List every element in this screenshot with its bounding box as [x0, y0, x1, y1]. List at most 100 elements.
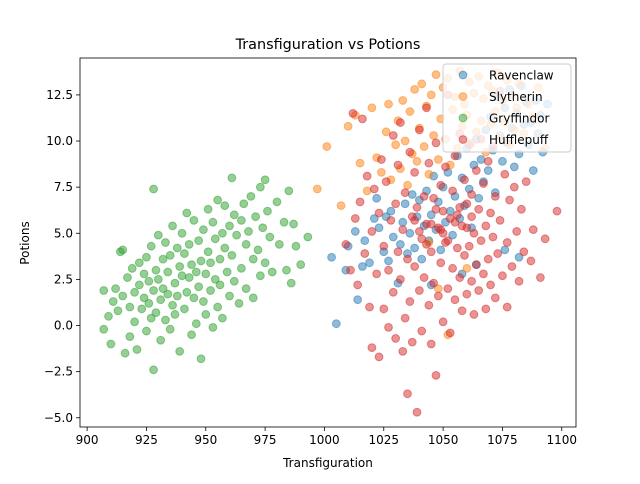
point-gryffindor — [265, 232, 275, 242]
point-slytherin — [403, 180, 412, 190]
point-gryffindor — [149, 365, 158, 375]
y-tick-label: −2.5 — [44, 365, 73, 379]
point-gryffindor — [196, 256, 206, 266]
point-hufflepuff — [462, 223, 472, 233]
point-ravenclaw — [384, 256, 393, 266]
point-gryffindor — [118, 245, 128, 255]
point-gryffindor — [260, 258, 270, 268]
point-hufflepuff — [419, 191, 429, 201]
point-hufflepuff — [398, 225, 408, 234]
point-gryffindor — [201, 269, 211, 279]
point-hufflepuff — [455, 273, 465, 282]
legend-label-slytherin: Slytherin — [489, 90, 543, 104]
point-ravenclaw — [331, 319, 341, 329]
point-gryffindor — [194, 282, 204, 292]
legend-item-gryffindor[interactable]: Gryffindor — [458, 112, 550, 126]
legend[interactable]: Ravenclaw Slytherin Gryffindor Hufflepuff — [442, 63, 572, 153]
point-hufflepuff — [431, 370, 441, 380]
point-hufflepuff — [426, 247, 436, 257]
point-ravenclaw — [395, 239, 405, 249]
point-gryffindor — [217, 313, 227, 323]
legend-item-hufflepuff[interactable]: Hufflepuff — [458, 133, 549, 147]
point-slytherin — [429, 131, 439, 140]
point-hufflepuff — [500, 169, 510, 179]
point-gryffindor — [196, 354, 206, 364]
point-hufflepuff — [360, 249, 370, 258]
point-gryffindor — [106, 339, 116, 349]
point-hufflepuff — [528, 225, 538, 234]
point-slytherin — [424, 169, 434, 179]
point-hufflepuff — [424, 158, 434, 168]
point-hufflepuff — [483, 254, 493, 264]
point-gryffindor — [227, 173, 237, 183]
legend-marker-gryffindor — [458, 113, 468, 123]
point-ravenclaw — [358, 262, 367, 271]
point-gryffindor — [111, 284, 120, 294]
point-slytherin — [398, 96, 408, 105]
point-hufflepuff — [400, 313, 410, 323]
point-hufflepuff — [507, 262, 517, 271]
point-hufflepuff — [476, 236, 486, 246]
point-hufflepuff — [405, 297, 415, 306]
point-hufflepuff — [348, 108, 358, 118]
point-hufflepuff — [431, 204, 441, 214]
point-slytherin — [343, 121, 353, 131]
point-gryffindor — [149, 286, 158, 295]
point-gryffindor — [130, 317, 139, 327]
point-gryffindor — [191, 267, 201, 277]
point-hufflepuff — [391, 334, 401, 343]
legend-label-hufflepuff: Hufflepuff — [489, 133, 549, 147]
point-gryffindor — [120, 348, 130, 358]
legend-marker-hufflepuff — [458, 135, 468, 144]
point-gryffindor — [215, 280, 225, 290]
x-tick-label: 1050 — [428, 433, 459, 447]
point-hufflepuff — [412, 407, 422, 417]
point-gryffindor — [161, 315, 170, 325]
point-slytherin — [431, 70, 441, 79]
x-tick-label: 975 — [254, 433, 277, 447]
point-hufflepuff — [358, 114, 367, 124]
legend-item-slytherin[interactable]: Slytherin — [458, 90, 543, 104]
point-gryffindor — [165, 324, 175, 334]
point-hufflepuff — [429, 193, 439, 203]
point-gryffindor — [177, 228, 187, 238]
point-hufflepuff — [400, 188, 410, 198]
point-gryffindor — [289, 219, 298, 229]
point-gryffindor — [113, 306, 123, 316]
point-hufflepuff — [414, 227, 424, 236]
point-hufflepuff — [436, 180, 446, 190]
point-hufflepuff — [448, 263, 457, 273]
point-gryffindor — [248, 293, 258, 303]
point-gryffindor — [229, 210, 239, 220]
point-gryffindor — [220, 243, 230, 253]
point-gryffindor — [206, 286, 215, 295]
point-hufflepuff — [417, 326, 427, 336]
point-gryffindor — [236, 263, 246, 273]
point-hufflepuff — [393, 160, 403, 170]
point-gryffindor — [303, 232, 313, 242]
point-ravenclaw — [498, 156, 507, 166]
point-hufflepuff — [369, 184, 379, 194]
point-gryffindor — [182, 287, 192, 297]
y-tick-label: 5.0 — [54, 226, 73, 240]
point-gryffindor — [213, 195, 223, 205]
point-gryffindor — [139, 293, 149, 303]
point-hufflepuff — [519, 247, 529, 257]
point-slytherin — [322, 142, 332, 151]
point-hufflepuff — [536, 273, 545, 282]
point-gryffindor — [255, 182, 265, 192]
point-slytherin — [426, 90, 436, 100]
point-gryffindor — [99, 286, 109, 295]
point-hufflepuff — [443, 284, 453, 294]
point-gryffindor — [153, 275, 163, 284]
point-hufflepuff — [374, 352, 384, 362]
point-hufflepuff — [438, 206, 448, 216]
point-hufflepuff — [403, 254, 412, 264]
legend-item-ravenclaw[interactable]: Ravenclaw — [458, 69, 554, 83]
point-hufflepuff — [445, 328, 455, 338]
point-gryffindor — [199, 297, 208, 306]
point-ravenclaw — [365, 258, 374, 268]
point-hufflepuff — [452, 243, 462, 253]
point-gryffindor — [199, 225, 208, 234]
point-gryffindor — [172, 243, 182, 253]
